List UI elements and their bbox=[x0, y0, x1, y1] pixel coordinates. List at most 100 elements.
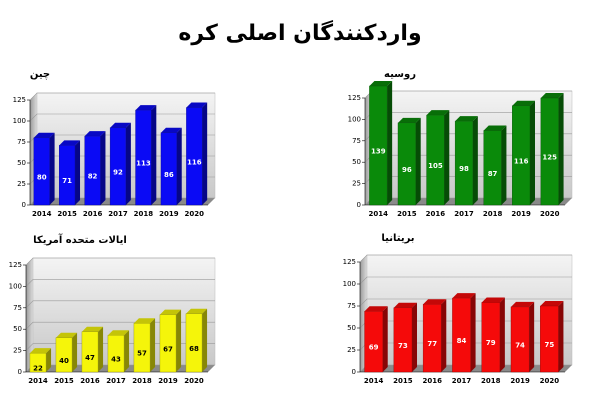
bar bbox=[510, 306, 530, 373]
bar bbox=[452, 297, 471, 373]
bar-side bbox=[499, 297, 505, 372]
bar-side bbox=[470, 293, 476, 372]
value-label: 82 bbox=[88, 173, 98, 181]
bar bbox=[483, 130, 502, 206]
bar-top bbox=[398, 117, 421, 123]
x-tick-label: 2015 bbox=[54, 377, 74, 385]
x-tick-label: 2020 bbox=[540, 377, 560, 385]
bar-top bbox=[81, 326, 104, 332]
grid-line bbox=[359, 254, 572, 263]
bar-side bbox=[202, 308, 208, 372]
y-tick-label: 50 bbox=[13, 325, 22, 333]
bar-top bbox=[426, 110, 450, 116]
value-label: 47 bbox=[85, 354, 95, 362]
x-tick-label: 2017 bbox=[454, 210, 474, 218]
x-tick-label: 2018 bbox=[132, 377, 152, 385]
bar-side bbox=[472, 116, 478, 205]
bar-side bbox=[98, 326, 104, 372]
bar-top bbox=[135, 105, 157, 111]
grid-line bbox=[25, 257, 215, 266]
x-tick-label: 2014 bbox=[364, 377, 384, 385]
y-tick-label: 125 bbox=[13, 96, 26, 104]
x-tick-label: 2019 bbox=[510, 377, 530, 385]
x-tick-label: 2015 bbox=[397, 210, 417, 218]
bar-top bbox=[159, 309, 182, 315]
bar bbox=[135, 109, 152, 206]
y-tick-label: 100 bbox=[348, 115, 361, 123]
y-tick-label: 0 bbox=[357, 201, 361, 209]
value-label: 84 bbox=[457, 337, 467, 345]
x-tick-label: 2018 bbox=[483, 210, 503, 218]
grid-line bbox=[29, 92, 215, 101]
y-tick-label: 25 bbox=[17, 180, 26, 188]
bar bbox=[540, 305, 559, 373]
bar bbox=[393, 307, 413, 373]
bar-top bbox=[185, 308, 208, 314]
chart-title: روسیه bbox=[384, 69, 416, 80]
bar-side bbox=[72, 332, 78, 372]
bar-top bbox=[455, 116, 478, 122]
bar bbox=[426, 114, 445, 206]
value-label: 22 bbox=[33, 365, 43, 373]
chart: چین 0 25 50 75 100 125 80 2014 71 2015 82 2016 92 2017… bbox=[13, 69, 216, 218]
value-label: 98 bbox=[459, 165, 469, 173]
bar-top bbox=[110, 122, 131, 128]
bar-top bbox=[133, 318, 156, 324]
value-label: 77 bbox=[427, 340, 437, 348]
bar bbox=[540, 97, 559, 206]
value-label: 67 bbox=[163, 345, 173, 353]
bar bbox=[29, 352, 47, 373]
bar bbox=[59, 145, 76, 206]
x-tick-label: 2016 bbox=[422, 377, 442, 385]
bar-top bbox=[393, 302, 418, 308]
bar-top bbox=[84, 131, 106, 137]
bar-top bbox=[29, 348, 52, 354]
grid-line bbox=[359, 276, 572, 285]
bar-side bbox=[387, 81, 393, 205]
chart: بریتانیا 0 25 50 75 100 125 69 2014 73 2015 77 2016 8… bbox=[343, 233, 573, 385]
bar-side bbox=[558, 301, 564, 372]
value-label: 43 bbox=[111, 356, 121, 364]
bar-side bbox=[100, 131, 106, 205]
bar-top bbox=[423, 299, 447, 305]
x-tick-label: 2017 bbox=[106, 377, 126, 385]
chart: روسیه 0 25 50 75 100 125 139 2014 96 2015 105 2016 98… bbox=[348, 69, 573, 218]
bar bbox=[481, 302, 501, 373]
bar-top bbox=[540, 93, 564, 98]
value-label: 79 bbox=[486, 339, 496, 347]
value-label: 74 bbox=[515, 341, 525, 349]
bar-top bbox=[33, 132, 55, 138]
y-tick-label: 100 bbox=[9, 282, 22, 290]
chart-title: چین bbox=[30, 69, 50, 80]
bar-top bbox=[481, 297, 505, 303]
bar-top bbox=[59, 140, 81, 146]
bar-side bbox=[202, 102, 208, 205]
y-tick-label: 50 bbox=[352, 158, 361, 166]
bar-side bbox=[75, 140, 81, 205]
value-label: 105 bbox=[428, 162, 443, 170]
x-tick-label: 2015 bbox=[393, 377, 413, 385]
bar-side bbox=[558, 93, 564, 205]
bar bbox=[422, 304, 442, 373]
bar bbox=[185, 313, 203, 373]
bar-side bbox=[530, 100, 535, 205]
x-tick-label: 2019 bbox=[158, 377, 178, 385]
value-label: 80 bbox=[37, 173, 47, 181]
bar-side bbox=[124, 330, 130, 372]
bar-side bbox=[151, 105, 157, 205]
y-tick-label: 0 bbox=[18, 368, 22, 376]
bar-top bbox=[186, 102, 208, 108]
value-label: 73 bbox=[398, 342, 408, 350]
y-tick-label: 50 bbox=[347, 324, 356, 332]
value-label: 57 bbox=[137, 350, 147, 358]
bar-top bbox=[160, 127, 182, 133]
value-label: 75 bbox=[544, 341, 554, 349]
y-tick-label: 125 bbox=[348, 94, 361, 102]
chart: ایالات متحده آمریکا 0 25 50 75 100 125 22 2014 40… bbox=[9, 233, 216, 385]
y-tick-label: 25 bbox=[352, 180, 361, 188]
bar-side bbox=[382, 306, 388, 372]
bar-top bbox=[107, 330, 130, 336]
value-label: 71 bbox=[62, 177, 72, 185]
